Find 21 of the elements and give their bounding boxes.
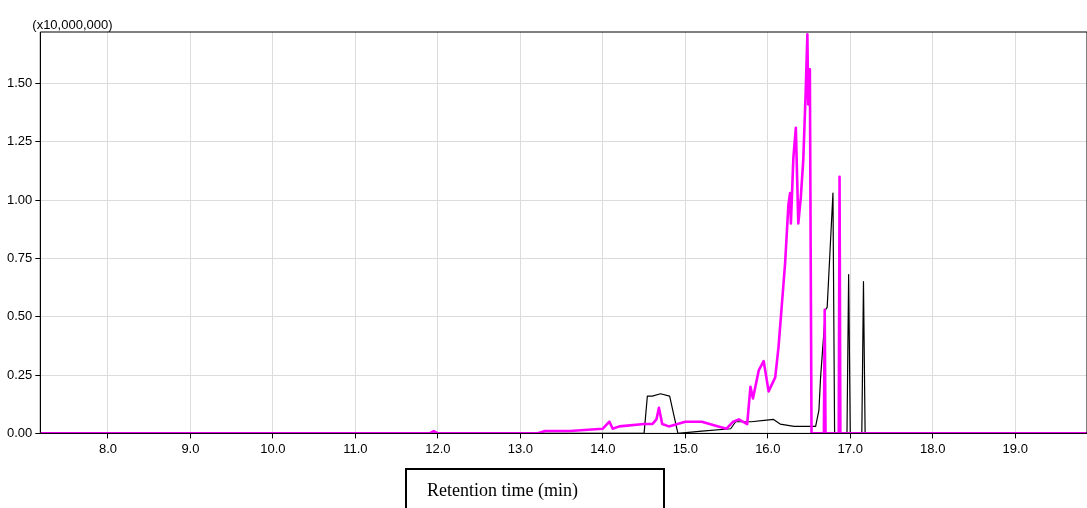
x-tick-label: 13.0 <box>507 440 533 456</box>
y-tick-label: 1.50 <box>6 74 33 90</box>
y-tick-label: 0.25 <box>6 366 33 382</box>
x-axis-title: Retention time (min) <box>405 468 665 508</box>
y-tick-label: 1.00 <box>6 191 33 207</box>
x-tick-label: 16.0 <box>755 440 781 456</box>
x-tick-label: 9.0 <box>181 440 200 456</box>
y-axis-title: (x10,000,000) <box>32 17 113 33</box>
x-tick-label: 12.0 <box>425 440 451 456</box>
x-tick-label: 18.0 <box>920 440 946 456</box>
y-tick-label: 0.75 <box>6 249 33 265</box>
x-tick-label: 14.0 <box>590 440 616 456</box>
x-tick-label: 11.0 <box>343 440 368 456</box>
x-tick-label: 15.0 <box>672 440 698 456</box>
x-tick-label: 19.0 <box>1002 440 1028 456</box>
y-tick-label: 0.50 <box>6 308 33 324</box>
y-tick-label: 1.25 <box>6 133 33 149</box>
x-tick-label: 10.0 <box>260 440 286 456</box>
x-tick-label: 17.0 <box>837 440 863 456</box>
y-tick-label: 0.00 <box>6 424 33 440</box>
x-tick-label: 8.0 <box>98 440 117 456</box>
